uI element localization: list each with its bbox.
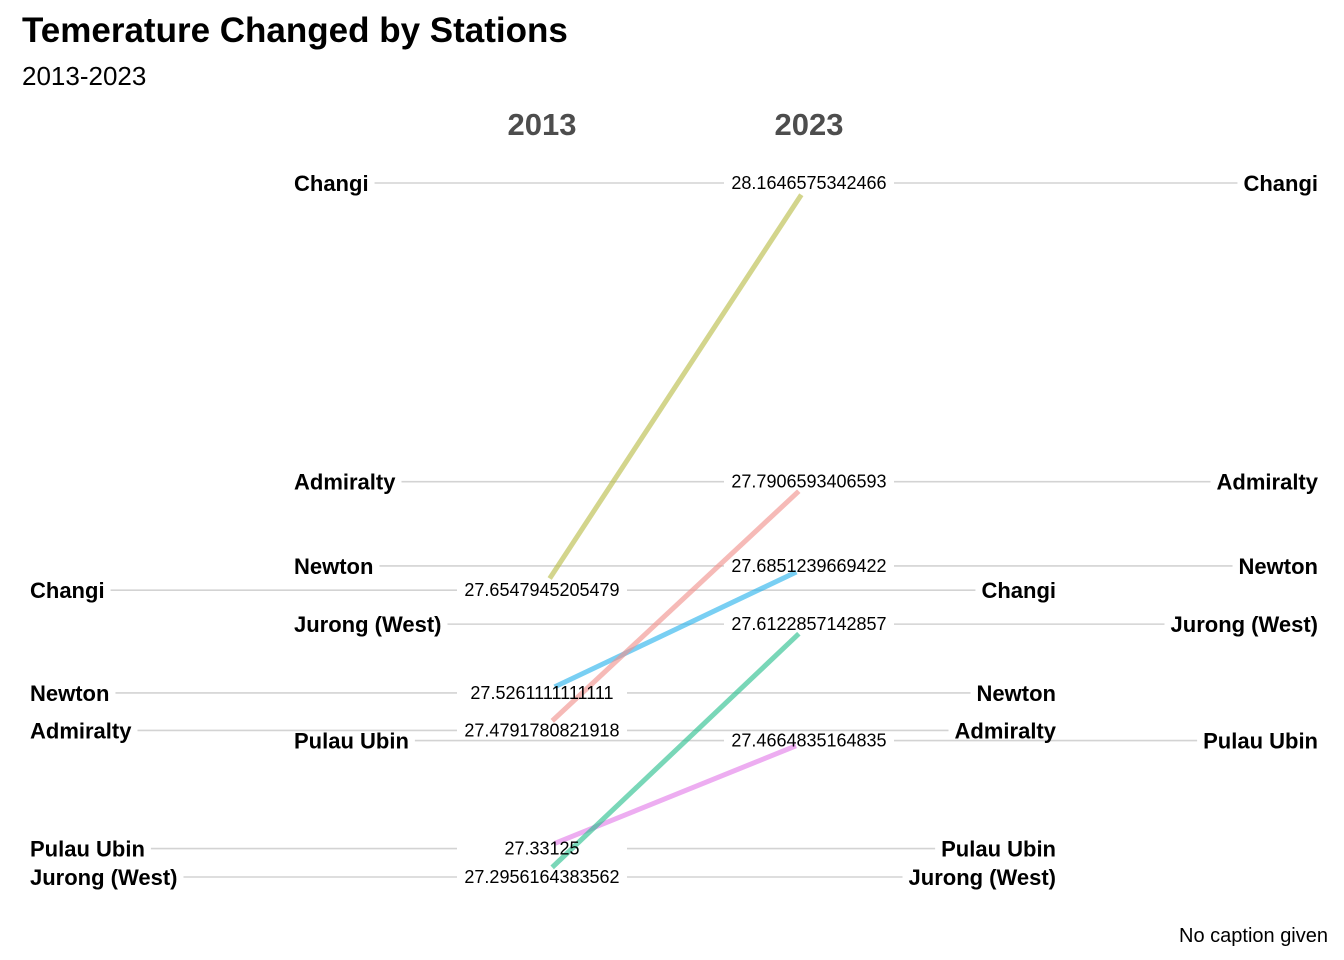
label-2023-right-admiralty: Admiralty — [1217, 470, 1319, 495]
value-2023-jurong-west: 27.6122857142857 — [731, 614, 886, 634]
chart-subtitle: 2013-2023 — [22, 61, 146, 91]
label-2013-right-jurong-west: Jurong (West) — [909, 865, 1056, 890]
value-2013-jurong-west: 27.2956164383562 — [464, 867, 619, 887]
slope-line-newton — [553, 569, 798, 690]
x-label-2023: 2023 — [775, 107, 844, 142]
value-2013-newton: 27.5261111111111 — [470, 683, 613, 703]
label-2013-right-changi: Changi — [981, 578, 1056, 603]
label-2023-right-jurong-west: Jurong (West) — [1171, 612, 1318, 637]
slope-line-admiralty — [550, 489, 801, 723]
slope-line-changi — [547, 193, 804, 580]
value-2023-pulau-ubin: 27.4664835164835 — [731, 731, 886, 751]
value-2023-newton: 27.6851239669422 — [731, 556, 886, 576]
slope-lines — [547, 193, 804, 870]
station-labels: Changi Changi Changi Changi Newton Newton Newt… — [30, 171, 1319, 890]
value-2023-changi: 28.1646575342466 — [731, 173, 886, 193]
label-2013-right-pulau-ubin: Pulau Ubin — [941, 837, 1056, 862]
label-2013-left-jurong-west: Jurong (West) — [30, 865, 177, 890]
label-2013-right-admiralty: Admiralty — [955, 718, 1057, 743]
label-2013-right-newton: Newton — [977, 681, 1056, 706]
label-2023-left-pulau-ubin: Pulau Ubin — [294, 729, 409, 754]
value-2013-admiralty: 27.4791780821918 — [464, 720, 619, 740]
label-2013-left-pulau-ubin: Pulau Ubin — [30, 837, 145, 862]
label-2023-left-jurong-west: Jurong (West) — [294, 612, 441, 637]
label-2023-left-changi: Changi — [294, 171, 369, 196]
value-2013-changi: 27.6547945205479 — [464, 580, 619, 600]
guide-lines — [110, 182, 1238, 878]
label-2023-right-changi: Changi — [1243, 171, 1318, 196]
value-labels: 27.6547945205479 28.1646575342466 27.52611… — [464, 173, 886, 887]
label-2013-left-newton: Newton — [30, 681, 109, 706]
label-2013-left-changi: Changi — [30, 578, 105, 603]
label-2023-right-pulau-ubin: Pulau Ubin — [1203, 729, 1318, 754]
slope-line-jurong-west — [550, 631, 801, 870]
value-2013-pulau-ubin: 27.33125 — [504, 839, 579, 859]
chart-caption: No caption given — [1179, 925, 1328, 947]
label-2023-left-newton: Newton — [294, 554, 373, 579]
label-2023-right-newton: Newton — [1239, 554, 1318, 579]
x-label-2013: 2013 — [508, 107, 577, 142]
label-2013-left-admiralty: Admiralty — [30, 718, 132, 743]
chart-title: Temerature Changed by Stations — [22, 11, 568, 50]
label-2023-left-admiralty: Admiralty — [294, 470, 396, 495]
value-2023-admiralty: 27.7906593406593 — [731, 472, 886, 492]
